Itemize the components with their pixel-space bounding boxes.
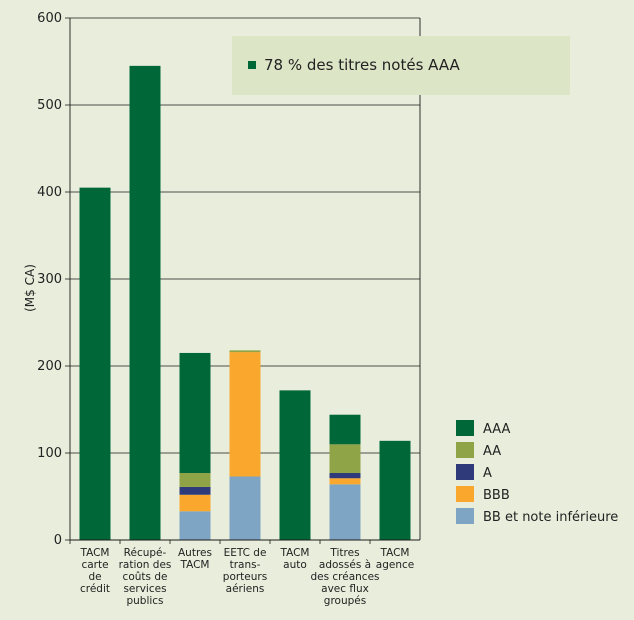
bar-segment	[329, 478, 361, 485]
bar-segment	[329, 414, 361, 445]
x-category-label: TACM agence	[376, 547, 414, 571]
legend-label: BB et note inférieure	[483, 510, 618, 525]
y-tick-label: 200	[37, 359, 62, 374]
legend-label: BBB	[483, 488, 510, 503]
annotation-background	[232, 36, 570, 95]
legend-label: A	[483, 466, 492, 481]
bar-segment	[329, 444, 361, 474]
bar-segment	[179, 352, 211, 474]
legend-swatch	[456, 508, 474, 524]
y-tick-label: 300	[37, 272, 62, 287]
y-tick-label: 400	[37, 185, 62, 200]
x-category-label: EETC de trans-porteurs aériens	[223, 547, 267, 595]
bar-segment	[179, 494, 211, 512]
legend-label: AAA	[483, 422, 511, 437]
legend-swatch	[456, 442, 474, 458]
x-category-labels: TACM carte de crédit Récupé-ration des coûts …	[80, 547, 415, 607]
y-tick-label: 600	[37, 11, 62, 26]
bar-segment	[229, 352, 261, 477]
y-tick-label: 0	[54, 533, 62, 548]
legend-label: AA	[483, 444, 501, 459]
bar-segment	[79, 187, 111, 540]
gridlines	[70, 17, 420, 454]
legend-swatch	[456, 420, 474, 436]
y-tick-labels: 0 100 200 300 400 500 600	[37, 11, 62, 548]
axes	[65, 17, 421, 544]
bar-segment	[329, 484, 361, 540]
bar-segment	[229, 476, 261, 540]
legend-swatch	[456, 486, 474, 502]
bar-segment	[129, 65, 161, 540]
annotation-bullet-icon	[248, 61, 256, 69]
y-tick-label: 500	[37, 98, 62, 113]
bar-segment	[329, 473, 361, 479]
legend-swatch	[456, 464, 474, 480]
x-category-label: TACM carte de crédit	[80, 547, 111, 595]
bar-segment	[279, 390, 311, 540]
bar-segment	[379, 440, 411, 540]
annotation-text: 78 % des titres notés AAA	[264, 56, 461, 74]
y-axis-title: (M$ CA)	[23, 264, 37, 312]
x-category-label: Récupé-ration des coûts de services publics	[119, 547, 172, 607]
bars	[79, 65, 411, 540]
bar-segment	[179, 473, 211, 487]
x-category-label: Autres TACM	[178, 547, 212, 571]
x-category-label: Titres adossés à des créances avec flux grou…	[310, 547, 379, 607]
x-category-label: TACM auto	[280, 547, 310, 571]
annotation-box: 78 % des titres notés AAA	[232, 36, 570, 95]
y-tick-label: 100	[37, 446, 62, 461]
bar-segment	[179, 511, 211, 540]
bar-segment	[179, 486, 211, 495]
bar-segment	[229, 350, 261, 353]
